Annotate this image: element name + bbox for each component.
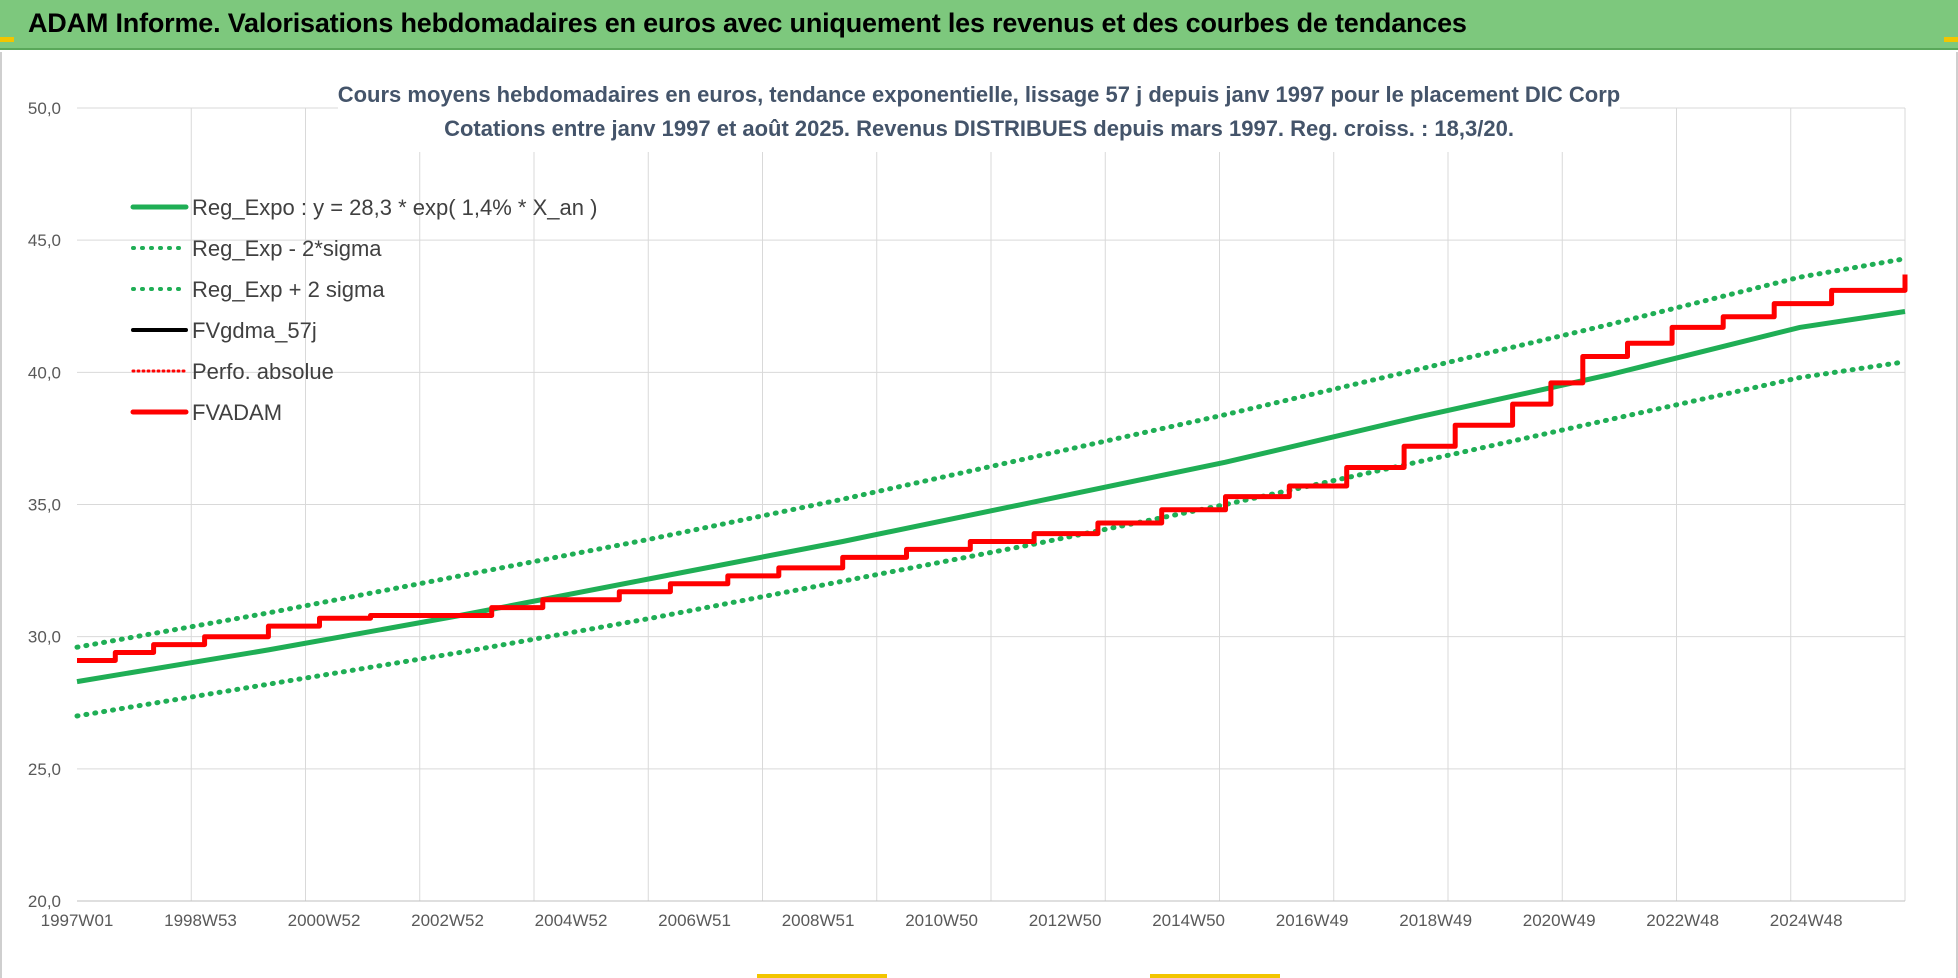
bottom-marker-2 (1150, 974, 1280, 978)
y-tick-label: 45,0 (28, 231, 61, 250)
x-tick-label: 2004W52 (535, 911, 608, 930)
series-reg-plus-2sigma (74, 256, 1908, 650)
page-title: ADAM Informe. Valorisations hebdomadaire… (28, 8, 1467, 38)
x-tick-label: 2002W52 (411, 911, 484, 930)
y-tick-label: 30,0 (28, 628, 61, 647)
legend-label: FVADAM (192, 400, 282, 425)
legend: Reg_Expo : y = 28,3 * exp( 1,4% * X_an )… (130, 195, 597, 425)
legend-label: Perfo. absolue (192, 359, 334, 384)
x-tick-label: 2024W48 (1770, 911, 1843, 930)
corner-marker-right (1944, 37, 1958, 42)
y-tick-label: 25,0 (28, 760, 61, 779)
legend-label: Reg_Exp + 2 sigma (192, 277, 385, 302)
line-chart: 20,0 25,0 30,0 35,0 40,0 45,0 50,0 1997W01 1998W… (28, 82, 1908, 930)
legend-label: Reg_Exp - 2*sigma (192, 236, 382, 261)
x-tick-label: 2000W52 (288, 911, 361, 930)
series-fvadam (77, 274, 1908, 663)
title-background (338, 84, 1620, 152)
corner-marker-left (0, 37, 14, 42)
y-tick-label: 40,0 (28, 363, 61, 382)
y-tick-label: 50,0 (28, 99, 61, 118)
bottom-marker-1 (757, 974, 887, 978)
x-tick-label: 2020W49 (1523, 911, 1596, 930)
x-tick-label: 2012W50 (1029, 911, 1102, 930)
x-tick-label: 2008W51 (782, 911, 855, 930)
series-reg-minus-2sigma (74, 359, 1908, 719)
chart-title: Cours moyens hebdomadaires en euros, ten… (338, 82, 1621, 107)
x-tick-label: 2010W50 (905, 911, 978, 930)
series-reg-expo (76, 309, 1906, 685)
legend-label: Reg_Expo : y = 28,3 * exp( 1,4% * X_an ) (192, 195, 597, 220)
grid (77, 107, 1906, 902)
y-tick-label: 20,0 (28, 892, 61, 911)
legend-label: FVgdma_57j (192, 318, 317, 343)
x-tick-label: 2016W49 (1276, 911, 1349, 930)
chart-subtitle: Cotations entre janv 1997 et août 2025. … (444, 116, 1514, 141)
x-tick-label: 2018W49 (1399, 911, 1472, 930)
header-banner: ADAM Informe. Valorisations hebdomadaire… (0, 0, 1958, 50)
series (74, 256, 1908, 719)
x-tick-label: 2006W51 (658, 911, 731, 930)
y-tick-label: 35,0 (28, 496, 61, 515)
chart-area: 20,0 25,0 30,0 35,0 40,0 45,0 50,0 1997W01 1998W… (0, 52, 1958, 978)
x-tick-label: 1998W53 (164, 911, 237, 930)
x-tick-label: 2022W48 (1646, 911, 1719, 930)
axes: 20,0 25,0 30,0 35,0 40,0 45,0 50,0 1997W01 1998W… (28, 99, 1905, 930)
x-tick-label: 1997W01 (41, 911, 114, 930)
x-tick-label: 2014W50 (1152, 911, 1225, 930)
